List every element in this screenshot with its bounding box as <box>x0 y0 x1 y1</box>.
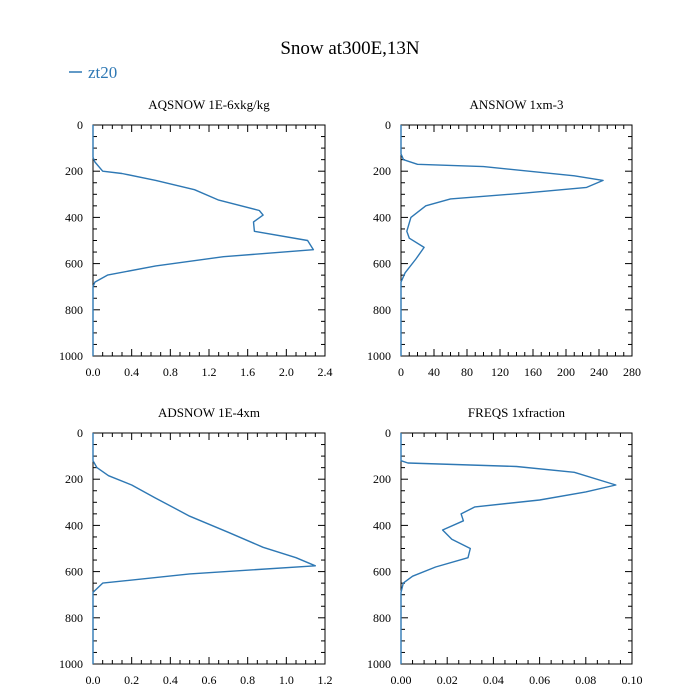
x-tick-label: 0.00 <box>391 673 412 687</box>
series-line-zt20 <box>400 433 617 664</box>
x-tick-label: 0.10 <box>622 673 643 687</box>
series-line-zt20 <box>400 125 604 356</box>
x-tick-label: 200 <box>557 365 575 379</box>
y-tick-label: 200 <box>65 164 83 178</box>
y-tick-label: 0 <box>385 118 391 132</box>
x-tick-label: 1.6 <box>240 365 255 379</box>
x-tick-label: 0.0 <box>86 673 101 687</box>
y-tick-label: 0 <box>385 426 391 440</box>
y-tick-label: 400 <box>373 210 391 224</box>
y-tick-label: 800 <box>373 611 391 625</box>
x-tick-label: 160 <box>524 365 542 379</box>
plot-frame <box>400 432 633 665</box>
x-tick-label: 280 <box>623 365 641 379</box>
y-tick-label: 600 <box>65 565 83 579</box>
y-tick-label: 800 <box>65 611 83 625</box>
x-tick-label: 0.0 <box>86 365 101 379</box>
panel-3: ADSNOW 1E-4xm 0.0 0.2 0.4 0.6 0.8 1.0 1.2 0 200 40… <box>59 405 333 687</box>
y-tick-label: 400 <box>65 210 83 224</box>
y-tick-label: 0 <box>77 118 83 132</box>
panel-title: ANSNOW 1xm-3 <box>469 97 563 112</box>
panel-4: FREQS 1xfraction 0.00 0.02 0.04 0.06 0.08 0.10… <box>367 405 643 687</box>
x-tick-label: 1.2 <box>318 673 333 687</box>
x-tick-label: 0.02 <box>437 673 458 687</box>
x-tick-label: 0.08 <box>575 673 596 687</box>
y-tick-label: 600 <box>373 565 391 579</box>
series-line-zt20 <box>92 125 315 356</box>
y-tick-label: 800 <box>373 303 391 317</box>
y-tick-label: 200 <box>65 472 83 486</box>
legend: zt20 <box>69 63 117 82</box>
y-tick-label: 600 <box>373 257 391 271</box>
figure-title: Snow at300E,13N <box>280 38 420 59</box>
series-line-zt20 <box>92 433 316 664</box>
x-tick-label: 0.2 <box>124 673 139 687</box>
x-tick-label: 240 <box>590 365 608 379</box>
y-tick-label: 0 <box>77 426 83 440</box>
panel-2: ANSNOW 1xm-3 0 40 80 120 160 200 240 280 0 200 400 6… <box>367 97 641 379</box>
x-tick-label: 1.2 <box>202 365 217 379</box>
panel-title: ADSNOW 1E-4xm <box>158 405 260 420</box>
y-tick-label: 1000 <box>59 657 83 671</box>
panel-title: FREQS 1xfraction <box>468 405 566 420</box>
x-tick-label: 120 <box>491 365 509 379</box>
x-tick-label: 0.8 <box>240 673 255 687</box>
x-tick-label: 0.04 <box>483 673 504 687</box>
y-tick-label: 200 <box>373 472 391 486</box>
y-tick-label: 400 <box>65 518 83 532</box>
x-tick-label: 2.4 <box>318 365 333 379</box>
x-tick-label: 0.8 <box>163 365 178 379</box>
plot-frame <box>92 432 326 665</box>
x-tick-label: 0.6 <box>202 673 217 687</box>
y-tick-label: 800 <box>65 303 83 317</box>
x-tick-label: 0.4 <box>124 365 139 379</box>
x-tick-label: 0.4 <box>163 673 178 687</box>
y-tick-label: 1000 <box>367 349 391 363</box>
x-tick-label: 1.0 <box>279 673 294 687</box>
y-tick-label: 600 <box>65 257 83 271</box>
panel-1: AQSNOW 1E-6xkg/kg 0.0 0.4 0.8 1.2 1.6 2.0 2.4 0 2… <box>59 97 333 379</box>
y-tick-label: 200 <box>373 164 391 178</box>
y-tick-label: 1000 <box>59 349 83 363</box>
legend-label: zt20 <box>88 63 117 82</box>
plot-frame <box>400 124 633 357</box>
plot-frame <box>92 124 326 357</box>
y-tick-label: 1000 <box>367 657 391 671</box>
panel-title: AQSNOW 1E-6xkg/kg <box>148 97 270 112</box>
x-tick-label: 0 <box>398 365 404 379</box>
y-tick-label: 400 <box>373 518 391 532</box>
x-tick-label: 80 <box>461 365 473 379</box>
x-tick-label: 40 <box>428 365 440 379</box>
x-tick-label: 0.06 <box>529 673 550 687</box>
x-tick-label: 2.0 <box>279 365 294 379</box>
